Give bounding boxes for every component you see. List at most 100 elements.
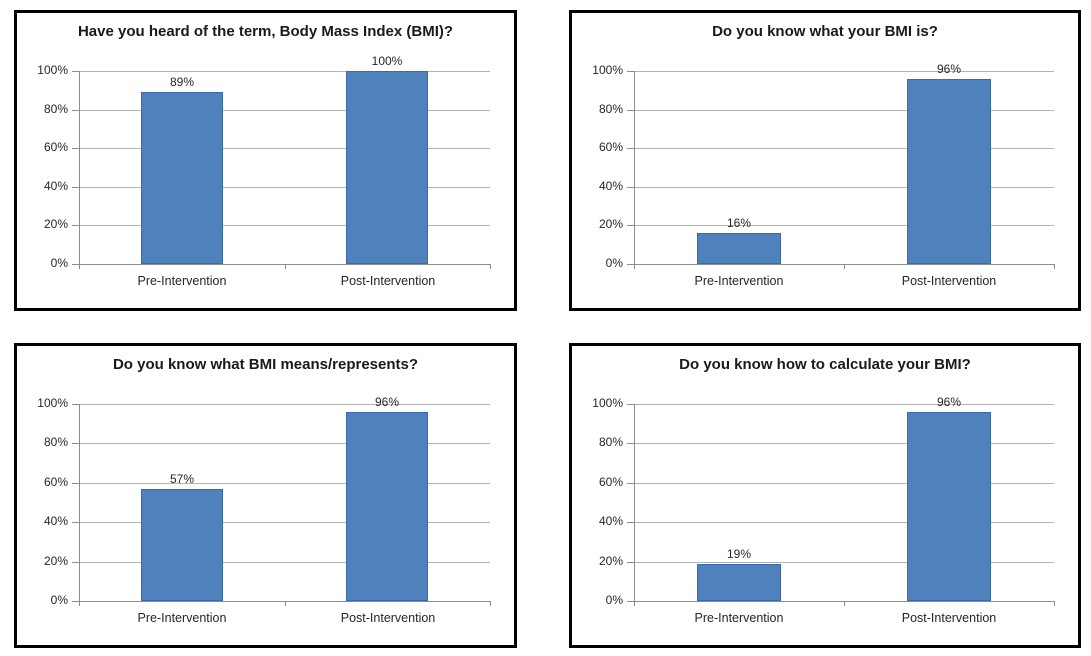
- plot-area: 0% 20% 40% 60% 80% 100% 89% Pre-Intervention 100…: [17, 54, 514, 308]
- chart-panel-bmi-means: Do you know what BMI means/represents? 0…: [14, 343, 517, 648]
- y-tick: [72, 148, 79, 149]
- y-tick-label: 60%: [598, 475, 623, 489]
- x-category-label: Pre-Intervention: [694, 611, 784, 625]
- y-tick-label: 0%: [50, 593, 68, 607]
- gridline: [634, 483, 1054, 484]
- y-tick: [627, 483, 634, 484]
- y-tick: [627, 562, 634, 563]
- plot-area: 0% 20% 40% 60% 80% 100% 19% Pre-Intervention 96%…: [572, 395, 1078, 645]
- gridline: [79, 110, 490, 111]
- bar-value-label: 96%: [936, 395, 962, 409]
- x-category-label: Pre-Intervention: [137, 611, 227, 625]
- x-category-label: Pre-Intervention: [137, 274, 227, 288]
- bar-value-label: 19%: [726, 547, 752, 561]
- bar-pre-intervention: [141, 92, 223, 264]
- y-tick-label: 0%: [605, 256, 623, 270]
- x-tick: [490, 264, 491, 269]
- bar-post-intervention: [346, 71, 428, 264]
- y-axis-line: [634, 404, 635, 606]
- x-tick: [79, 601, 80, 606]
- chart-title: Have you heard of the term, Body Mass In…: [77, 23, 454, 40]
- x-category-label: Post-Intervention: [901, 611, 997, 625]
- y-tick: [72, 264, 79, 265]
- gridline: [79, 187, 490, 188]
- bar-value-label: 16%: [726, 216, 752, 230]
- y-tick: [72, 110, 79, 111]
- y-tick: [72, 225, 79, 226]
- x-category-label: Post-Intervention: [340, 611, 436, 625]
- plot-area: 0% 20% 40% 60% 80% 100% 57% Pre-Intervention 96%…: [17, 395, 514, 645]
- y-tick-label: 0%: [50, 256, 68, 270]
- gridline: [634, 71, 1054, 72]
- gridline: [634, 562, 1054, 563]
- bar-post-intervention: [907, 79, 991, 264]
- chart-panel-know-your-bmi: Do you know what your BMI is? 0% 20% 40% 60…: [569, 10, 1081, 311]
- y-tick: [627, 404, 634, 405]
- y-tick-label: 60%: [43, 140, 68, 154]
- y-tick-label: 80%: [598, 102, 623, 116]
- x-axis-line: [79, 264, 490, 265]
- x-tick: [285, 601, 286, 606]
- x-tick: [285, 264, 286, 269]
- y-tick-label: 20%: [43, 554, 68, 568]
- gridline: [79, 71, 490, 72]
- bar-value-label: 100%: [371, 54, 403, 68]
- y-tick-label: 100%: [37, 63, 68, 77]
- gridline: [79, 443, 490, 444]
- x-tick: [79, 264, 80, 269]
- x-axis-line: [79, 601, 490, 602]
- y-tick: [627, 71, 634, 72]
- y-tick: [627, 148, 634, 149]
- y-tick-label: 20%: [43, 217, 68, 231]
- y-tick-label: 100%: [592, 396, 623, 410]
- bar-value-label: 89%: [169, 75, 195, 89]
- x-tick: [490, 601, 491, 606]
- gridline: [634, 110, 1054, 111]
- chart-panel-heard-of-bmi: Have you heard of the term, Body Mass In…: [14, 10, 517, 311]
- gridline: [79, 148, 490, 149]
- y-tick-label: 60%: [43, 475, 68, 489]
- y-tick-label: 80%: [43, 102, 68, 116]
- plot-area: 0% 20% 40% 60% 80% 100% 16% Pre-Intervention 96%…: [572, 62, 1078, 308]
- y-tick: [627, 225, 634, 226]
- y-tick: [72, 404, 79, 405]
- gridline: [634, 404, 1054, 405]
- bar-post-intervention: [346, 412, 428, 601]
- y-tick: [72, 483, 79, 484]
- y-tick-label: 0%: [605, 593, 623, 607]
- y-tick: [72, 443, 79, 444]
- x-category-label: Pre-Intervention: [694, 274, 784, 288]
- x-category-label: Post-Intervention: [340, 274, 436, 288]
- y-axis-line: [634, 71, 635, 269]
- y-tick: [627, 443, 634, 444]
- bar-value-label: 57%: [169, 472, 195, 486]
- y-tick: [627, 187, 634, 188]
- chart-title: Do you know what your BMI is?: [712, 23, 938, 40]
- x-category-label: Post-Intervention: [901, 274, 997, 288]
- y-axis-line: [79, 404, 80, 606]
- gridline: [79, 404, 490, 405]
- bar-post-intervention: [907, 412, 991, 601]
- y-axis-line: [79, 71, 80, 269]
- chart-title: Do you know how to calculate your BMI?: [679, 356, 971, 373]
- y-tick-label: 40%: [43, 514, 68, 528]
- gridline: [79, 522, 490, 523]
- x-tick: [844, 264, 845, 269]
- gridline: [79, 483, 490, 484]
- gridline: [79, 562, 490, 563]
- y-tick-label: 40%: [598, 514, 623, 528]
- bar-pre-intervention: [141, 489, 223, 601]
- y-tick-label: 40%: [598, 179, 623, 193]
- y-tick-label: 80%: [43, 435, 68, 449]
- y-tick-label: 60%: [598, 140, 623, 154]
- x-tick: [1054, 264, 1055, 269]
- bar-pre-intervention: [697, 233, 781, 264]
- bar-value-label: 96%: [374, 395, 400, 409]
- y-tick-label: 100%: [37, 396, 68, 410]
- gridline: [634, 148, 1054, 149]
- y-tick-label: 80%: [598, 435, 623, 449]
- y-tick: [72, 187, 79, 188]
- y-tick: [627, 264, 634, 265]
- y-tick: [627, 522, 634, 523]
- x-tick: [844, 601, 845, 606]
